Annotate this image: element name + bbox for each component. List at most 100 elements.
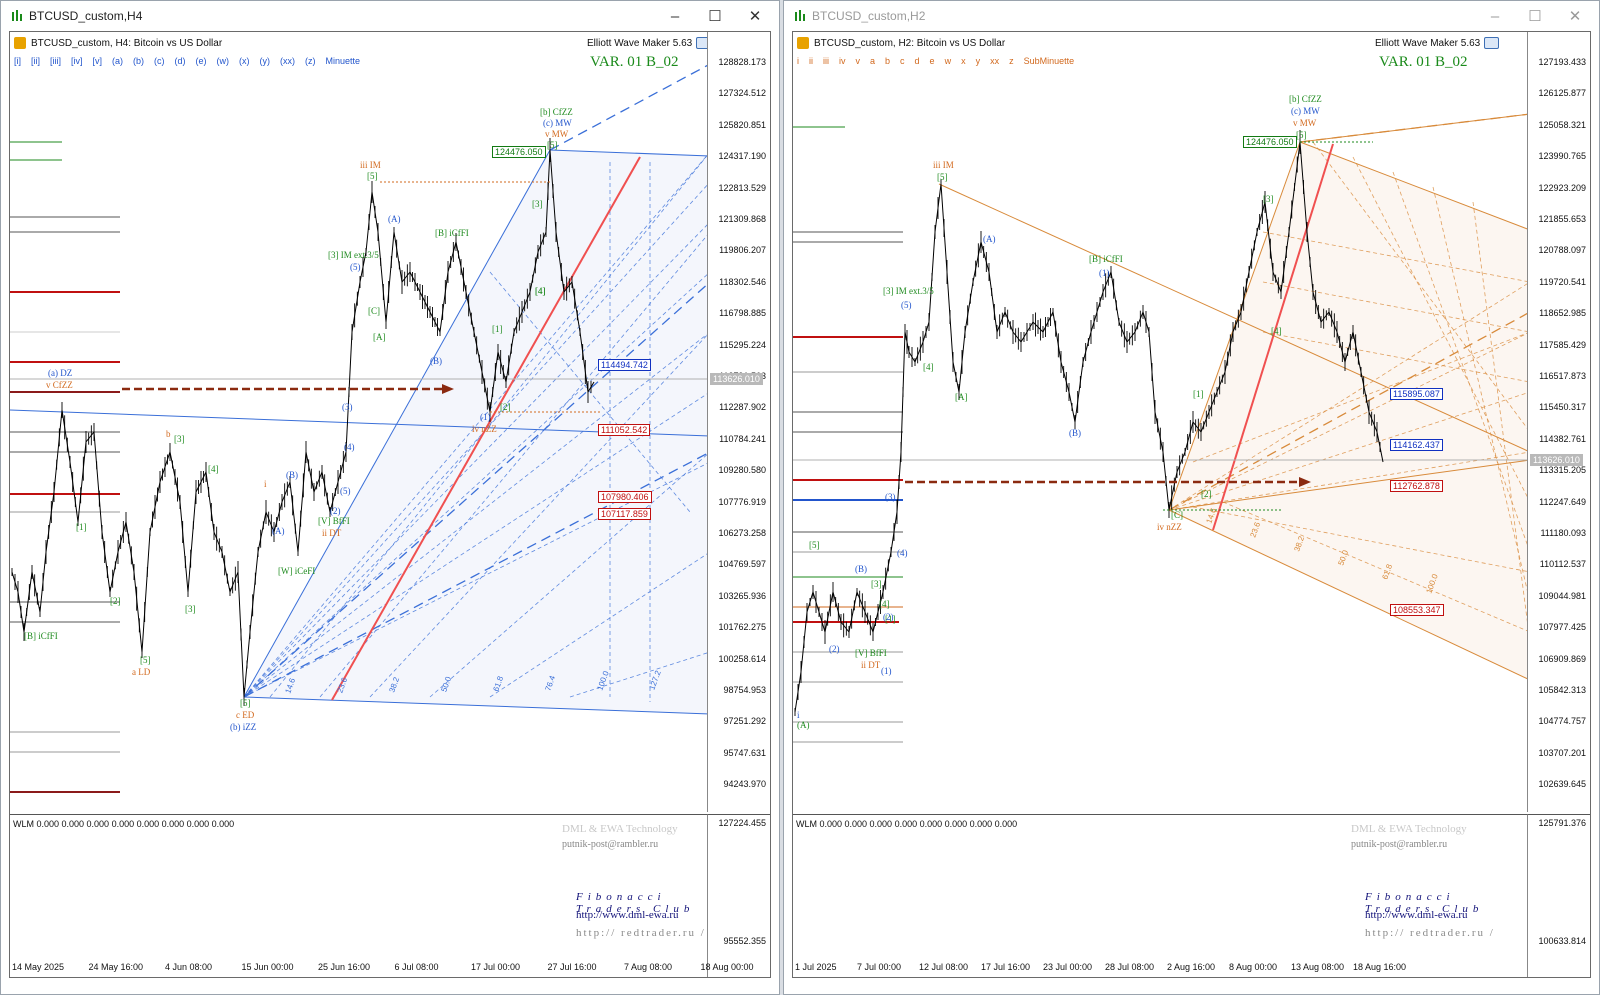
degree-6[interactable]: b (885, 56, 891, 66)
price-tag-gray[interactable]: 113626.010 (1530, 454, 1583, 466)
price-label: 111180.093 (1540, 528, 1586, 538)
wave-label: i (797, 710, 800, 720)
close-button[interactable]: ✕ (748, 8, 762, 25)
price-label: 94243.970 (723, 779, 766, 790)
price-tag-red2[interactable]: 107980.406 (598, 491, 652, 503)
price-label: 95747.631 (723, 747, 766, 758)
price-tag-gray[interactable]: 113626.010 (710, 373, 763, 385)
fib-fan-line (1192, 506, 1531, 573)
degree-4[interactable]: [v] (92, 56, 103, 66)
wave-label: (c) MW (1291, 106, 1320, 116)
wlm-subwindow[interactable]: WLM 0.000 0.000 0.000 0.000 0.000 0.000 … (10, 814, 708, 977)
graduation-cap-icon[interactable] (1484, 37, 1500, 49)
degree-8[interactable]: d (914, 56, 920, 66)
fib-extension-line (549, 63, 711, 151)
degree-5[interactable]: a (870, 56, 876, 66)
wlm-subwindow[interactable]: WLM 0.000 0.000 0.000 0.000 0.000 0.000 … (793, 814, 1528, 977)
price-line (794, 141, 1384, 713)
degree-12[interactable]: y (975, 56, 981, 66)
degree-13[interactable]: xx (990, 56, 1000, 66)
price-tag-blue2[interactable]: 114162.437 (1390, 439, 1443, 451)
degree-4[interactable]: v (855, 56, 861, 66)
chart-app-icon (12, 10, 22, 21)
degree-0[interactable]: i (797, 56, 799, 66)
degree-1[interactable]: [ii] (31, 56, 41, 66)
degree-10[interactable]: w (944, 56, 952, 66)
degree-15[interactable]: Minuette (325, 56, 361, 66)
wave-label: (b) iZZ (230, 722, 256, 732)
price-scale[interactable]: 128828.173 127324.512 125820.851 124317.190… (707, 32, 770, 812)
degree-9[interactable]: (e) (195, 56, 207, 66)
chart-window-h4[interactable]: BTCUSD_custom,H4 – ☐ ✕ 14.6 23.6 38.2 50.0 6… (0, 0, 780, 995)
degree-11[interactable]: (x) (239, 56, 250, 66)
minimize-button[interactable]: – (1490, 7, 1500, 25)
window-titlebar[interactable]: BTCUSD_custom,H2 – ☐ ✕ (784, 1, 1599, 31)
wave-degree-toolbar[interactable]: i ii iii iv v a b c d e w x y xx z SubMinuette (797, 56, 1074, 66)
degree-7[interactable]: c (900, 56, 905, 66)
degree-3[interactable]: iv (839, 56, 846, 66)
degree-12[interactable]: (y) (259, 56, 271, 66)
time-label: 17 Jul 00:00 (471, 962, 521, 972)
price-tag-red1[interactable]: 112762.878 (1390, 480, 1443, 492)
time-label: 1 Jul 2025 (795, 962, 837, 972)
price-label: 98754.953 (723, 685, 766, 695)
chart-area[interactable]: 14.6 23.6 38.2 50.0 61.8 76.4 100.0 127.2 [b] Cf… (9, 31, 771, 978)
price-label: 113315.205 (1539, 465, 1586, 476)
wave-label: [A] (955, 392, 968, 402)
chart-area[interactable]: 14.6 23.6 38.2 50.0 61.8 100.0 [b] CfZZ (c) MW v… (792, 31, 1591, 978)
chart-window-h2[interactable]: BTCUSD_custom,H2 – ☐ ✕ 14.6 23.6 38.2 50.0 6… (783, 0, 1600, 995)
price-scale[interactable]: 127193.433 126125.877 125058.321 123990.765… (1527, 32, 1590, 812)
degree-5[interactable]: (a) (112, 56, 124, 66)
price-tag-red3[interactable]: 107117.859 (598, 508, 651, 520)
degree-11[interactable]: x (961, 56, 966, 66)
degree-14[interactable]: (z) (305, 56, 316, 66)
degree-1[interactable]: ii (809, 56, 813, 66)
degree-15[interactable]: SubMinuette (1023, 56, 1075, 66)
price-chart-canvas[interactable]: 14.6 23.6 38.2 50.0 61.8 76.4 100.0 127.2[b] Cf… (10, 32, 771, 978)
degree-13[interactable]: (xx) (280, 56, 296, 66)
price-tag-blue1[interactable]: 115895.087 (1390, 388, 1443, 400)
promo-link-dml[interactable]: http://www.dml-ewa.ru (576, 909, 679, 921)
maximize-button[interactable]: ☐ (1528, 8, 1542, 25)
degree-2[interactable]: [iii] (50, 56, 62, 66)
chart-header-text: BTCUSD_custom, H2: Bitcoin vs US Dollar (814, 37, 1006, 49)
price-tag-red2[interactable]: 108553.347 (1390, 604, 1444, 616)
price-label: 121309.868 (718, 214, 766, 224)
minimize-button[interactable]: – (670, 7, 680, 25)
price-tag-cur1[interactable]: 114494.742 (598, 359, 651, 371)
subwindow-scale: 125791.376 100633.814 (1527, 814, 1590, 977)
price-tag-high[interactable]: 124476.050 (1243, 136, 1297, 148)
wave-label: [1] (76, 522, 87, 532)
close-button[interactable]: ✕ (1568, 8, 1582, 25)
degree-2[interactable]: iii (823, 56, 829, 66)
degree-0[interactable]: [i] (14, 56, 22, 66)
promo-link-redtrader[interactable]: http:// redtrader.ru / (1365, 927, 1495, 939)
wave-label: [5] (809, 540, 820, 550)
variant-label: VAR. 01 B_02 (1379, 54, 1468, 70)
wave-label: (B) (1069, 428, 1081, 438)
time-axis[interactable]: 1 Jul 2025 7 Jul 00:00 12 Jul 08:00 17 Jul … (793, 959, 1590, 977)
window-titlebar[interactable]: BTCUSD_custom,H4 – ☐ ✕ (1, 1, 779, 31)
price-tag-high[interactable]: 124476.050 (492, 146, 546, 158)
degree-9[interactable]: e (929, 56, 935, 66)
wave-degree-toolbar[interactable]: [i] [ii] [iii] [iv] [v] (a) (b) (c) (d) (e) (w) (x)… (14, 56, 360, 66)
degree-10[interactable]: (w) (216, 56, 230, 66)
maximize-button[interactable]: ☐ (708, 8, 722, 25)
promo-link-redtrader[interactable]: http:// redtrader.ru / (576, 927, 706, 939)
wave-label: v CfZZ (46, 380, 73, 390)
degree-14[interactable]: z (1009, 56, 1014, 66)
channel-line (10, 409, 711, 437)
fib-fan-line (243, 221, 711, 698)
degree-7[interactable]: (c) (154, 56, 165, 66)
time-axis[interactable]: 14 May 2025 24 May 16:00 4 Jun 08:00 15 Jun… (10, 959, 770, 977)
time-label: 8 Aug 00:00 (1229, 962, 1278, 972)
degree-3[interactable]: [iv] (71, 56, 83, 66)
promo-link-dml[interactable]: http://www.dml-ewa.ru (1365, 909, 1468, 921)
price-label: 107977.425 (1538, 622, 1586, 633)
wave-label: [C] (368, 306, 380, 316)
degree-6[interactable]: (b) (133, 56, 145, 66)
fib-fan-line (1192, 331, 1531, 463)
degree-8[interactable]: (d) (174, 56, 186, 66)
price-tag-red1[interactable]: 111052.542 (598, 424, 651, 436)
